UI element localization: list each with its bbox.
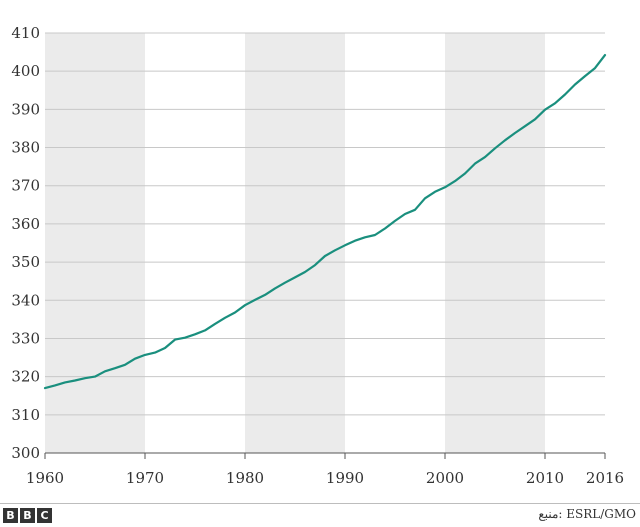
shaded-band xyxy=(45,33,145,453)
bbc-logo-letter: B xyxy=(20,508,35,523)
y-tick-label: 310 xyxy=(11,406,40,424)
y-tick-label: 360 xyxy=(11,215,40,233)
y-tick-label: 320 xyxy=(11,368,40,386)
x-tick-label: 2016 xyxy=(586,469,624,487)
y-tick-label: 350 xyxy=(11,253,40,271)
bbc-logo-letter: B xyxy=(3,508,18,523)
bbc-logo: B B C xyxy=(3,508,52,523)
y-tick-label: 400 xyxy=(11,62,40,80)
y-tick-label: 380 xyxy=(11,139,40,157)
source-credit: منبع: ESRL/GMO xyxy=(538,507,636,521)
y-tick-label: 410 xyxy=(11,24,40,42)
shaded-band xyxy=(445,33,545,453)
x-tick-label: 1990 xyxy=(326,469,364,487)
y-axis-tick-labels: 300 310 320 330 340 350 360 370 380 390 400 410 xyxy=(11,24,40,462)
y-tick-label: 370 xyxy=(11,177,40,195)
shaded-bands xyxy=(45,33,545,453)
y-tick-label: 390 xyxy=(11,100,40,118)
x-tick-label: 2000 xyxy=(426,469,464,487)
gridlines xyxy=(45,32,605,454)
x-tick-label: 1980 xyxy=(226,469,264,487)
footer-divider xyxy=(0,503,640,504)
series-line-co2 xyxy=(43,54,607,390)
bbc-logo-letter: C xyxy=(37,508,52,523)
series-group xyxy=(43,54,607,390)
x-tick-label: 1960 xyxy=(26,469,64,487)
y-tick-label: 300 xyxy=(11,444,40,462)
y-tick-label: 340 xyxy=(11,291,40,309)
x-tick-label: 2010 xyxy=(526,469,564,487)
x-tick-label: 1970 xyxy=(126,469,164,487)
x-axis-tick-labels: 1960 1970 1980 1990 2000 2010 2016 xyxy=(26,453,624,487)
shaded-band xyxy=(245,33,345,453)
y-tick-label: 330 xyxy=(11,329,40,347)
